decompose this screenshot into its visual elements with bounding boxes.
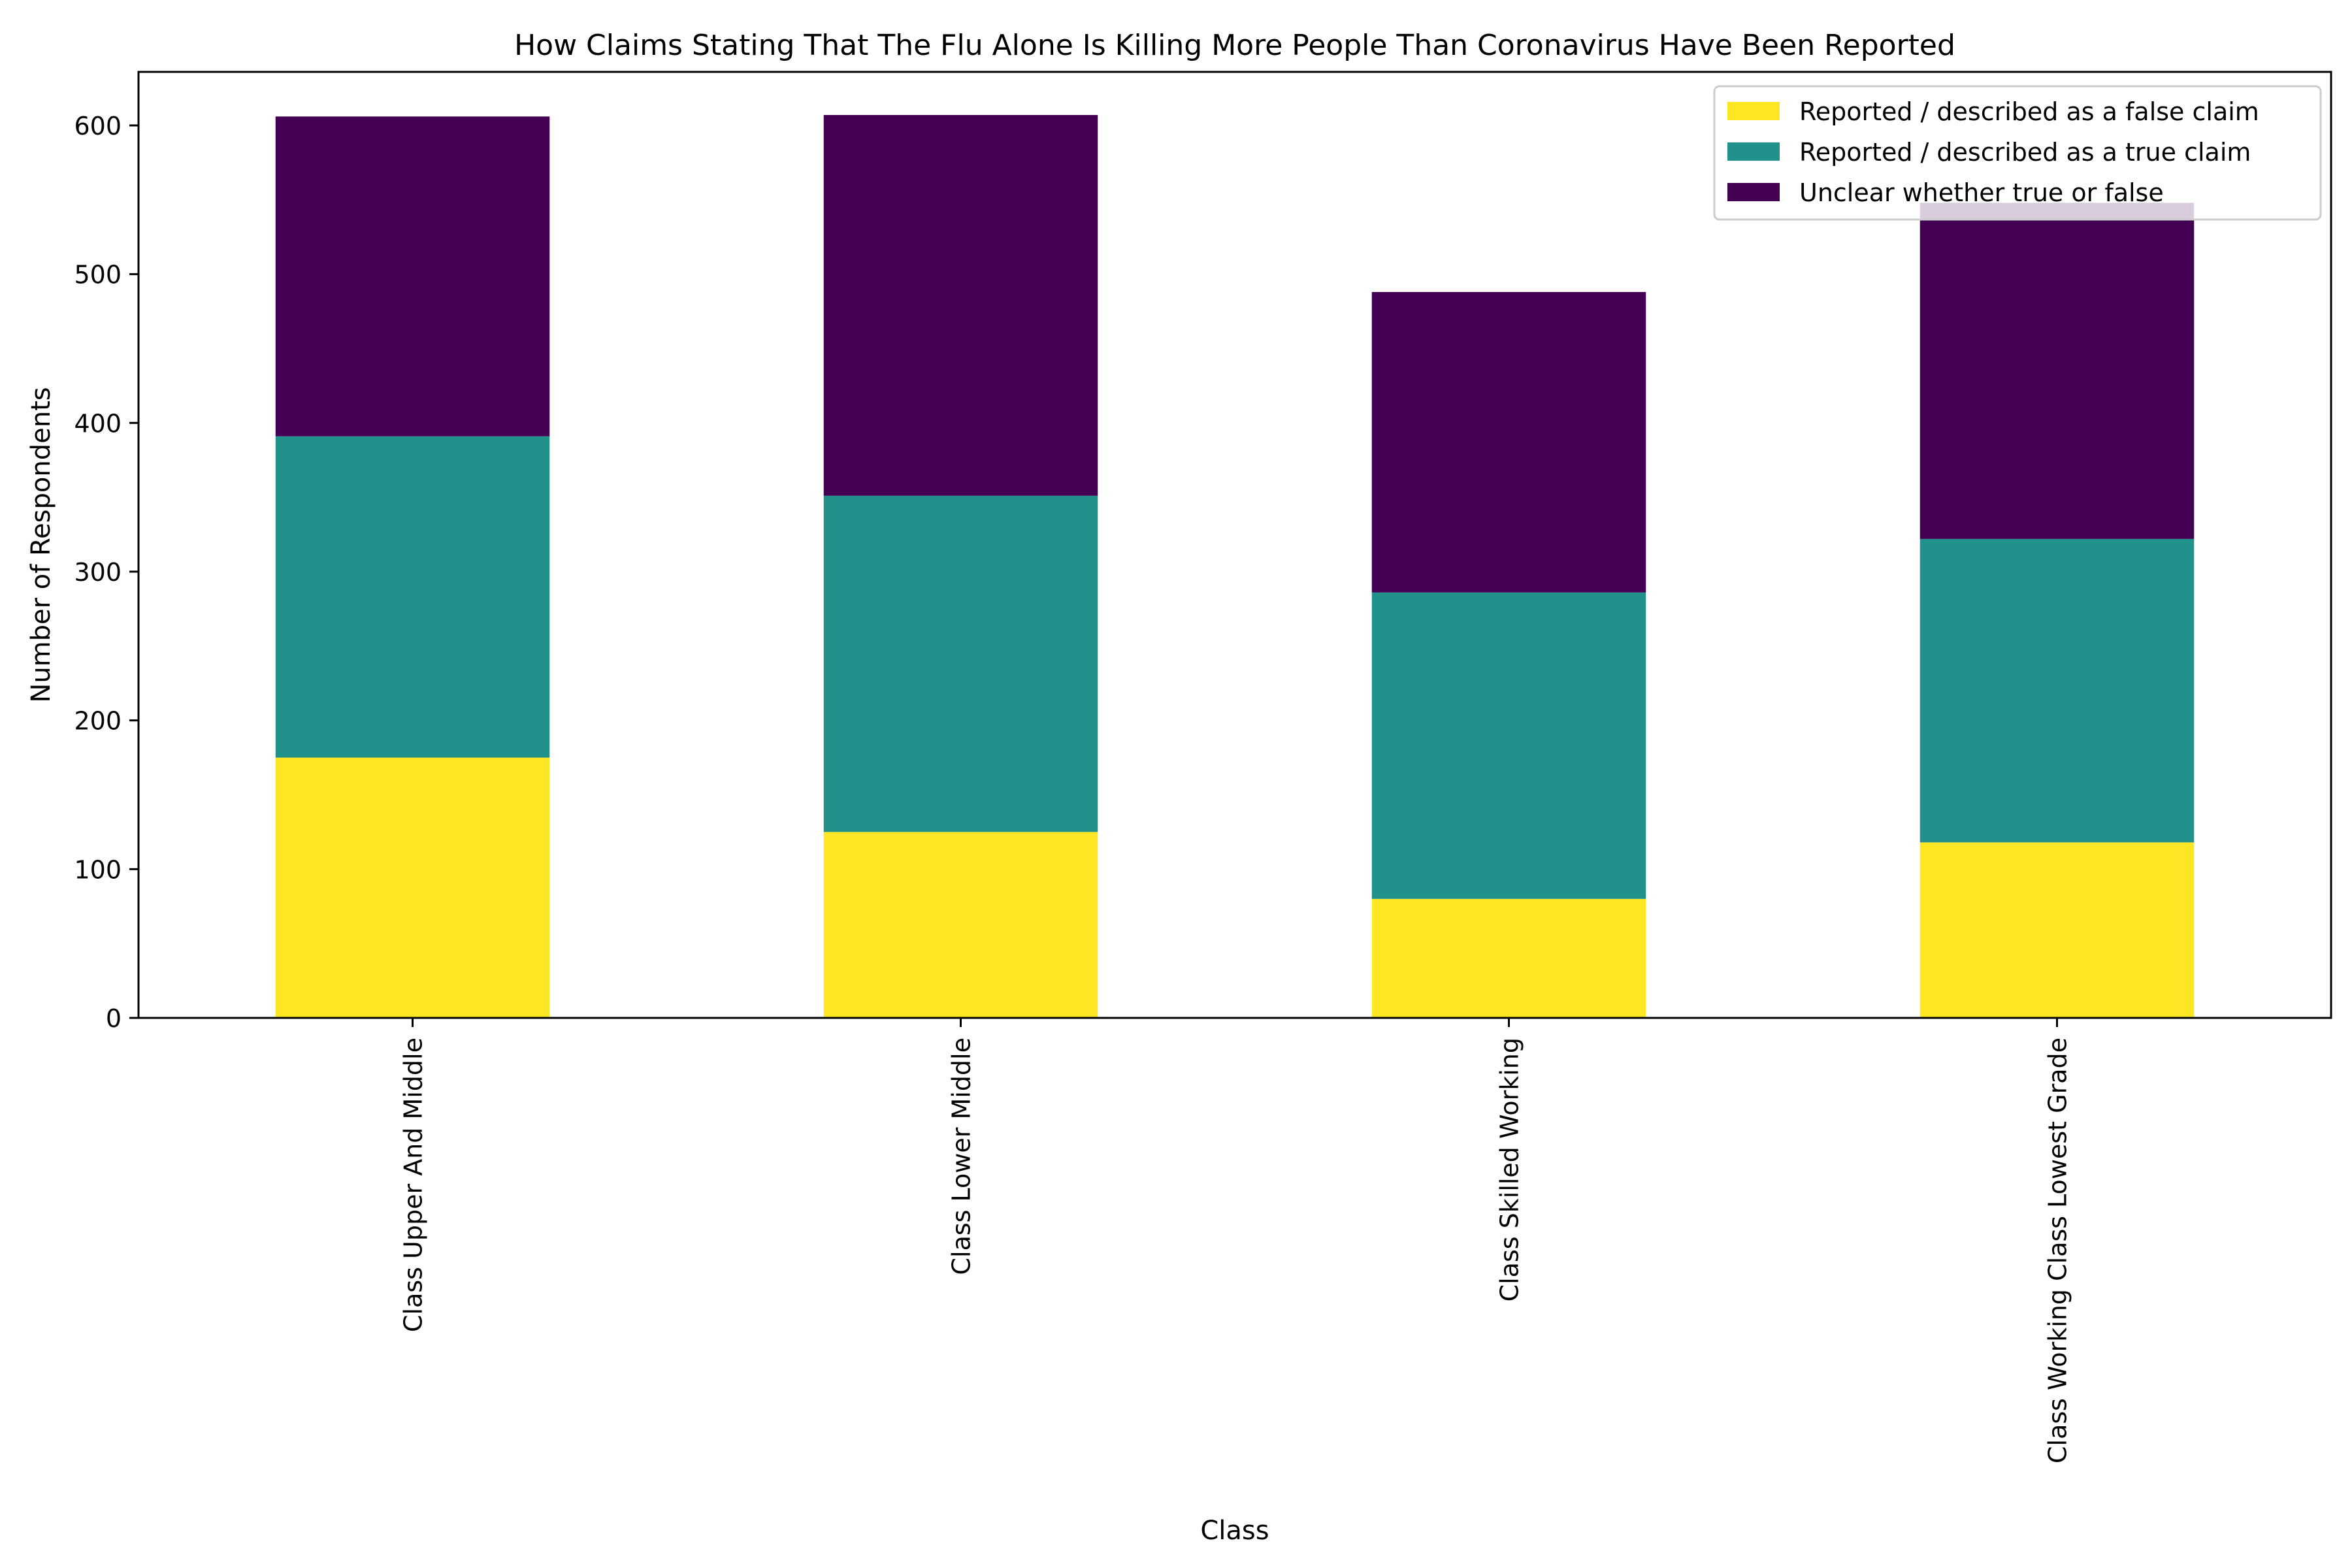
x-tick-label: Class Upper And Middle <box>399 1037 428 1332</box>
bar-segment <box>1919 203 2195 539</box>
x-tick-label: Class Working Class Lowest Grade <box>2044 1037 2072 1463</box>
legend-label: Unclear whether true or false <box>1799 178 2164 207</box>
plot-frame <box>137 71 2332 1019</box>
bars-group <box>275 115 2195 1018</box>
bar-segment <box>275 116 550 436</box>
bar-segment <box>1371 291 1646 593</box>
legend-swatch <box>1727 102 1780 120</box>
bar-segment <box>823 115 1098 496</box>
x-tick-label: Class Lower Middle <box>947 1037 976 1275</box>
legend-swatch <box>1727 183 1780 201</box>
y-tick-label: 200 <box>74 707 122 736</box>
y-tick-label: 100 <box>74 855 122 884</box>
legend-label: Reported / described as a true claim <box>1799 138 2251 167</box>
bar-segment <box>823 495 1098 832</box>
chart-title: How Claims Stating That The Flu Alone Is… <box>514 29 1955 62</box>
bar-segment <box>1919 538 2195 843</box>
y-axis-label: Number of Respondents <box>26 387 56 702</box>
bar-segment <box>1371 592 1646 899</box>
legend: Reported / described as a false claim Rep… <box>1713 85 2322 221</box>
y-tick-label: 500 <box>74 261 122 289</box>
legend-box <box>1713 85 2322 221</box>
y-tick-label: 300 <box>74 558 122 587</box>
bar-segment <box>275 436 550 758</box>
x-axis: Class Upper And Middle Class Lower Middle… <box>399 1018 2072 1463</box>
y-tick-label: 600 <box>74 112 122 140</box>
y-axis: 0 100 200 300 400 500 600 <box>74 112 139 1033</box>
y-tick-label: 0 <box>106 1004 122 1033</box>
bar-segment <box>823 832 1098 1018</box>
legend-swatch <box>1727 142 1780 161</box>
x-tick-label: Class Skilled Working <box>1495 1037 1524 1301</box>
bar-segment <box>1919 842 2195 1018</box>
y-tick-label: 400 <box>74 409 122 438</box>
bar-segment <box>1371 898 1646 1018</box>
bar-segment <box>275 757 550 1018</box>
x-axis-label: Class <box>1200 1516 1269 1546</box>
legend-label: Reported / described as a false claim <box>1799 97 2259 126</box>
